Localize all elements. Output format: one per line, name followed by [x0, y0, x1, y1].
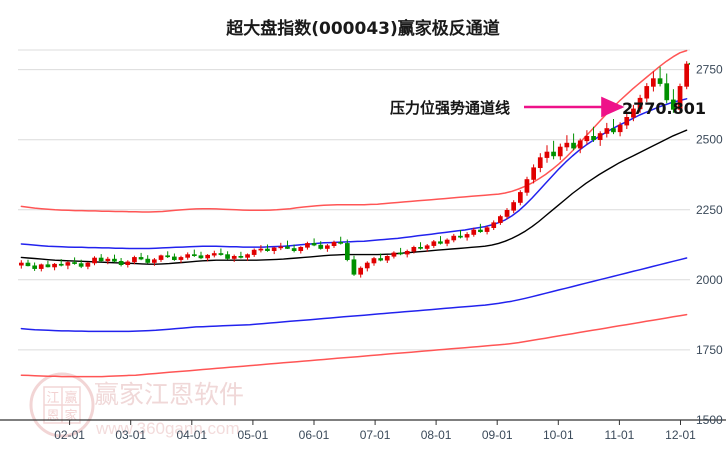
- svg-text:赢: 赢: [64, 390, 77, 406]
- svg-text:02-01: 02-01: [54, 428, 85, 442]
- svg-text:1750: 1750: [696, 343, 723, 357]
- y-axis-ticks: 2750 2500 2250 2000 1750 1500: [696, 63, 723, 427]
- svg-text:江: 江: [46, 391, 59, 406]
- grid-lines: [18, 49, 690, 421]
- resistance-annotation: 压力位强势通道线 2770.801: [390, 96, 706, 118]
- candlestick-series: [18, 61, 689, 278]
- svg-text:06-01: 06-01: [299, 428, 330, 442]
- svg-text:恩: 恩: [46, 409, 59, 424]
- svg-text:08-01: 08-01: [421, 428, 452, 442]
- svg-text:2250: 2250: [696, 203, 723, 217]
- svg-text:赢家江恩软件: 赢家江恩软件: [94, 380, 244, 409]
- svg-text:2000: 2000: [696, 273, 723, 287]
- svg-text:04-01: 04-01: [176, 428, 207, 442]
- current-price-label: 2770.801: [622, 99, 706, 118]
- svg-text:2500: 2500: [696, 133, 723, 147]
- svg-text:11-01: 11-01: [604, 428, 634, 442]
- svg-text:1500: 1500: [696, 413, 723, 427]
- svg-text:07-01: 07-01: [360, 428, 391, 442]
- svg-text:2750: 2750: [696, 63, 723, 77]
- svg-text:09-01: 09-01: [482, 428, 513, 442]
- page-title: 超大盘指数(000043)赢家极反通道: [226, 19, 500, 39]
- svg-text:10-01: 10-01: [543, 428, 574, 442]
- annotation-label: 压力位强势通道线: [390, 99, 510, 117]
- svg-text:12-01: 12-01: [665, 428, 696, 442]
- svg-text:03-01: 03-01: [115, 428, 146, 442]
- x-axis-ticks: 02-01 03-01 04-01 05-01 06-01 07-01 08-01 09-01…: [54, 420, 696, 442]
- channel-lines: [20, 49, 688, 378]
- svg-text:家: 家: [64, 408, 77, 424]
- svg-text:05-01: 05-01: [238, 428, 269, 442]
